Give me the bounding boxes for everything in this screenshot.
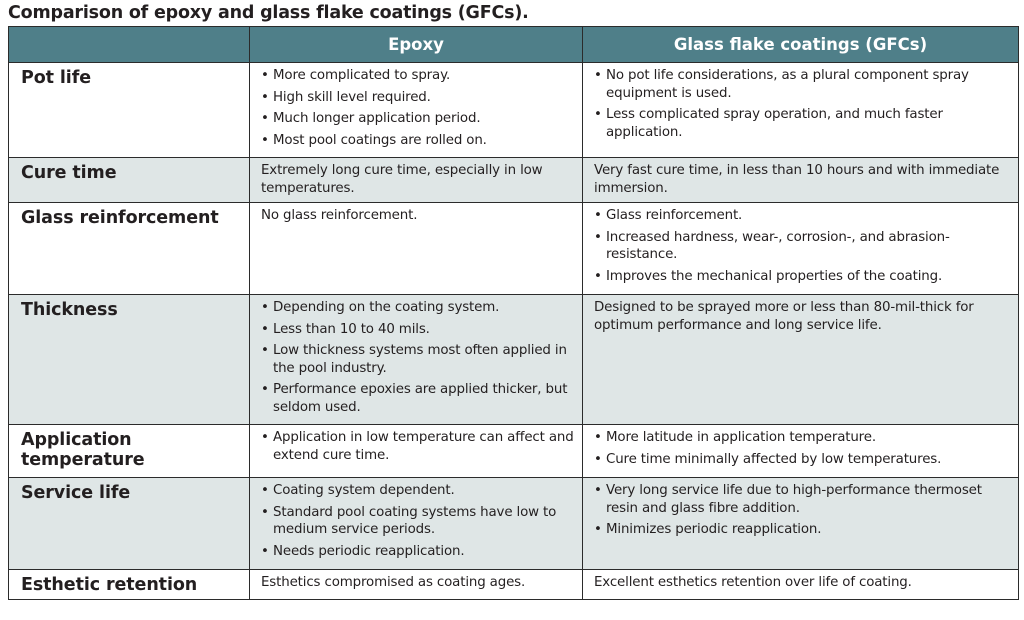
cell-text: No glass reinforcement.: [261, 208, 418, 223]
bullet-item: Less than 10 to 40 mils.: [261, 321, 576, 339]
epoxy-cell: Application in low temperature can affec…: [249, 424, 583, 478]
epoxy-cell: No glass reinforcement.: [249, 202, 583, 295]
row-label: Service life: [8, 477, 250, 570]
bullet-item: Improves the mechanical properties of th…: [594, 268, 1012, 286]
cell-text: Esthetics compromised as coating ages.: [261, 575, 526, 590]
cell-text: Excellent esthetics retention over life …: [594, 575, 912, 590]
table-row-cure-time: Cure time Extremely long cure time, espe…: [8, 157, 1019, 203]
row-label: Cure time: [8, 157, 250, 203]
epoxy-cell: Esthetics compromised as coating ages.: [249, 569, 583, 600]
column-header-gfc: Glass flake coatings (GFCs): [582, 26, 1019, 63]
bullet-item: Very long service life due to high-perfo…: [594, 482, 1012, 517]
epoxy-cell: More complicated to spray. High skill le…: [249, 62, 583, 158]
gfc-cell: More latitude in application temperature…: [582, 424, 1019, 478]
cell-text: Designed to be sprayed more or less than…: [594, 300, 974, 333]
bullet-item: Application in low temperature can affec…: [261, 429, 576, 464]
epoxy-cell: Depending on the coating system. Less th…: [249, 294, 583, 425]
row-label: Esthetic retention: [8, 569, 250, 600]
epoxy-cell: Coating system dependent. Standard pool …: [249, 477, 583, 570]
gfc-cell: Designed to be sprayed more or less than…: [582, 294, 1019, 425]
row-label: Pot life: [8, 62, 250, 158]
bullet-item: Low thickness systems most often applied…: [261, 342, 576, 377]
table-title: Comparison of epoxy and glass flake coat…: [8, 3, 529, 23]
bullet-item: More latitude in application temperature…: [594, 429, 1012, 447]
bullet-item: Less complicated spray operation, and mu…: [594, 106, 1012, 141]
table-row-service-life: Service life Coating system dependent. S…: [8, 477, 1019, 570]
gfc-cell: Very fast cure time, in less than 10 hou…: [582, 157, 1019, 203]
column-header-epoxy: Epoxy: [249, 26, 583, 63]
gfc-cell: Very long service life due to high-perfo…: [582, 477, 1019, 570]
gfc-cell: Glass reinforcement. Increased hardness,…: [582, 202, 1019, 295]
gfc-cell: Excellent esthetics retention over life …: [582, 569, 1019, 600]
bullet-item: Cure time minimally affected by low temp…: [594, 451, 1012, 469]
table-row-glass-reinforcement: Glass reinforcement No glass reinforceme…: [8, 202, 1019, 295]
bullet-item: Most pool coatings are rolled on.: [261, 132, 576, 150]
row-label: Application temperature: [8, 424, 250, 478]
table-row-thickness: Thickness Depending on the coating syste…: [8, 294, 1019, 425]
bullet-item: Depending on the coating system.: [261, 299, 576, 317]
bullet-item: Coating system dependent.: [261, 482, 576, 500]
bullet-item: Minimizes periodic reapplication.: [594, 521, 1012, 539]
gfc-cell: No pot life considerations, as a plural …: [582, 62, 1019, 158]
cell-text: Extremely long cure time, especially in …: [261, 163, 543, 196]
table-row-pot-life: Pot life More complicated to spray. High…: [8, 62, 1019, 158]
bullet-item: Standard pool coating systems have low t…: [261, 504, 576, 539]
bullet-item: No pot life considerations, as a plural …: [594, 67, 1012, 102]
epoxy-cell: Extremely long cure time, especially in …: [249, 157, 583, 203]
table-row-application-temperature: Application temperature Application in l…: [8, 424, 1019, 478]
bullet-item: Glass reinforcement.: [594, 207, 1012, 225]
row-label: Thickness: [8, 294, 250, 425]
header-row: Epoxy Glass flake coatings (GFCs): [8, 26, 1019, 63]
cell-text: Very fast cure time, in less than 10 hou…: [594, 163, 1000, 196]
header-corner-cell: [8, 26, 250, 63]
bullet-item: High skill level required.: [261, 89, 576, 107]
comparison-table: Epoxy Glass flake coatings (GFCs) Pot li…: [8, 26, 1019, 600]
bullet-item: Increased hardness, wear-, corrosion-, a…: [594, 229, 1012, 264]
table-row-esthetic-retention: Esthetic retention Esthetics compromised…: [8, 569, 1019, 600]
bullet-item: Performance epoxies are applied thicker,…: [261, 381, 576, 416]
bullet-item: Much longer application period.: [261, 110, 576, 128]
bullet-item: More complicated to spray.: [261, 67, 576, 85]
row-label: Glass reinforcement: [8, 202, 250, 295]
bullet-item: Needs periodic reapplication.: [261, 543, 576, 561]
